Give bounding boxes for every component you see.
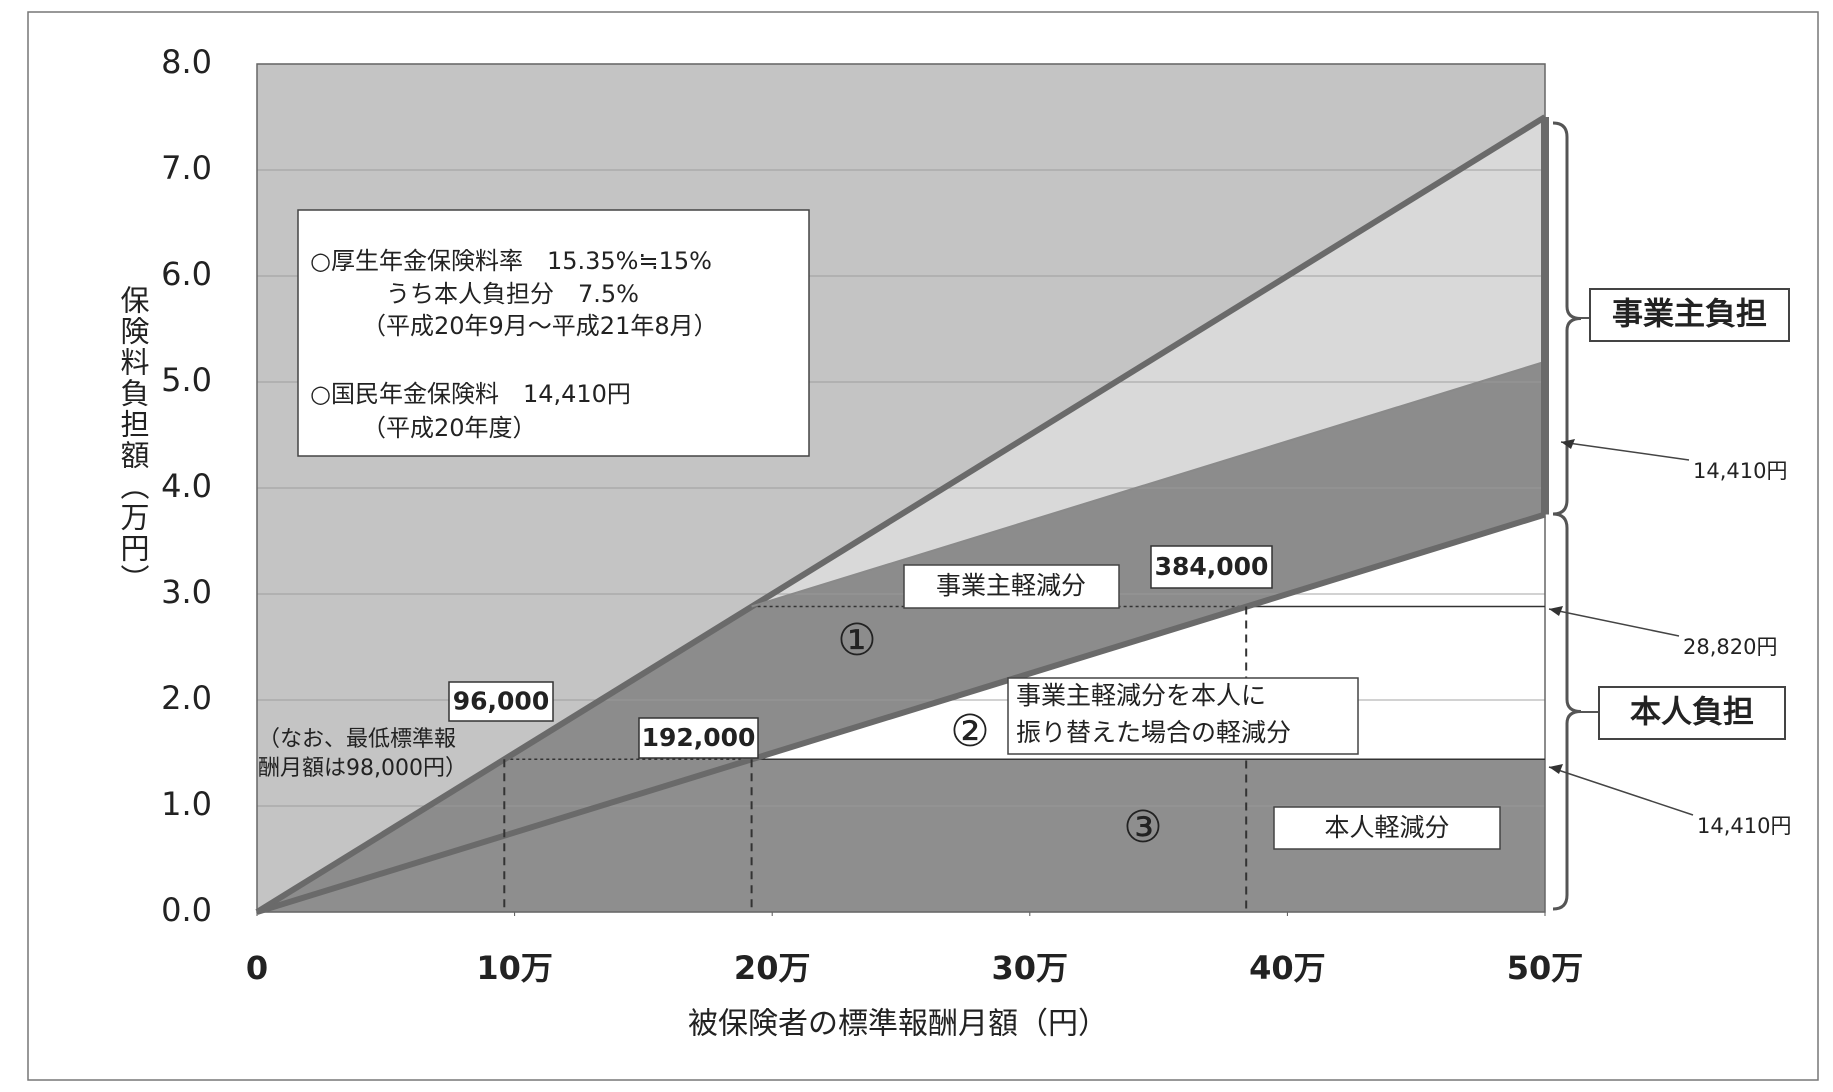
amount-arrow bbox=[1548, 766, 1694, 816]
annotation: ① bbox=[837, 615, 876, 666]
annotation: 事業主軽減分 bbox=[936, 571, 1086, 600]
y-tick-label: 8.0 bbox=[161, 43, 212, 81]
amount-arrow bbox=[1548, 608, 1680, 637]
series-line bbox=[256, 511, 1546, 915]
annotation: 本人軽減分 bbox=[1324, 813, 1449, 842]
info-text: ○厚生年金保険料率 15.35%≒15% bbox=[310, 247, 712, 275]
arrow-head bbox=[1549, 764, 1563, 774]
y-tick-label: 0.0 bbox=[161, 891, 212, 929]
bracket-label: 事業主負担 bbox=[1612, 297, 1767, 333]
x-tick-label: 40万 bbox=[1249, 949, 1326, 987]
marker-box bbox=[1150, 545, 1273, 589]
y-tick-label: 4.0 bbox=[161, 467, 212, 505]
info-text: （平成20年度） bbox=[362, 414, 537, 442]
bracket-box bbox=[1589, 288, 1790, 342]
bracket-box bbox=[1598, 686, 1786, 740]
y-tick-label: 6.0 bbox=[161, 255, 212, 293]
ann-box bbox=[903, 564, 1120, 609]
amount-label: 14,410円 bbox=[1693, 459, 1787, 483]
series-line bbox=[751, 360, 1546, 608]
annotation: ② bbox=[950, 706, 989, 757]
ann-box bbox=[1273, 806, 1501, 850]
series-line bbox=[255, 114, 1547, 915]
min-note: （なお、最低標準報 bbox=[258, 727, 456, 752]
x-axis-label: 被保険者の標準報酬月額（円） bbox=[688, 1007, 1108, 1042]
x-tick-label: 30万 bbox=[992, 949, 1069, 987]
annotation: ③ bbox=[1123, 802, 1162, 853]
amount-label: 14,410円 bbox=[1697, 814, 1791, 838]
x-tick-label: 50万 bbox=[1507, 949, 1584, 987]
employer-reduction-area bbox=[257, 361, 1545, 912]
arrow-head bbox=[1561, 439, 1575, 449]
y-axis-label: 保険料負担額（万円） bbox=[116, 285, 150, 595]
marker-label: 384,000 bbox=[1155, 552, 1269, 581]
info-box bbox=[297, 209, 810, 457]
person-reduction-area bbox=[257, 759, 1545, 912]
min-note: 酬月額は98,000円） bbox=[258, 756, 467, 781]
marker-label: 96,000 bbox=[453, 687, 549, 716]
brace bbox=[1552, 512, 1582, 911]
amount-label: 28,820円 bbox=[1683, 635, 1777, 659]
marker-label: 192,000 bbox=[642, 723, 756, 752]
info-text: ○国民年金保険料 14,410円 bbox=[310, 380, 631, 408]
x-tick-label: 10万 bbox=[476, 949, 553, 987]
y-tick-label: 7.0 bbox=[161, 149, 212, 187]
annotation: 事業主軽減分を本人に bbox=[1016, 681, 1266, 710]
y-tick-label: 1.0 bbox=[161, 785, 212, 823]
bracket-label: 本人負担 bbox=[1630, 695, 1754, 731]
annotation: 振り替えた場合の軽減分 bbox=[1016, 718, 1291, 747]
brace bbox=[1552, 121, 1582, 516]
info-text: （平成20年9月～平成21年8月） bbox=[362, 312, 718, 340]
amount-arrow bbox=[1560, 441, 1690, 461]
marker-box bbox=[638, 717, 759, 759]
info-text: うち本人負担分 7.5% bbox=[386, 280, 639, 308]
ann-box bbox=[1007, 677, 1359, 755]
frame bbox=[27, 11, 1819, 1081]
arrow-head bbox=[1549, 606, 1563, 616]
x-tick-label: 0 bbox=[246, 949, 268, 987]
y-tick-label: 2.0 bbox=[161, 679, 212, 717]
x-tick-label: 20万 bbox=[734, 949, 811, 987]
marker-box bbox=[448, 681, 554, 722]
y-tick-label: 5.0 bbox=[161, 361, 212, 399]
y-tick-label: 3.0 bbox=[161, 573, 212, 611]
